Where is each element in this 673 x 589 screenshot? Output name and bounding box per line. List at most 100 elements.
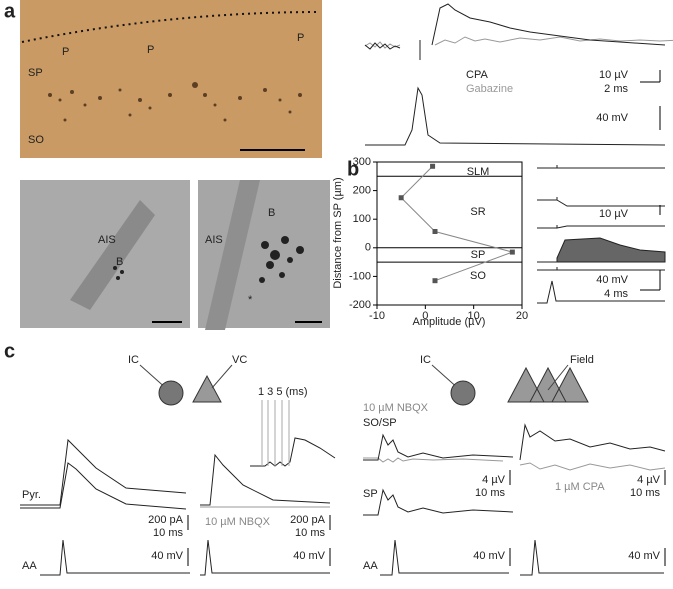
scale-label: 2 ms — [604, 83, 628, 95]
trace — [519, 462, 666, 471]
electrode-label: IC — [128, 354, 139, 366]
action-potential — [365, 86, 666, 146]
trace — [363, 488, 514, 516]
condition-label: 10 µM NBQX — [363, 402, 429, 414]
y-tick-label: -100 — [349, 270, 371, 282]
condition-label: 1 µM CPA — [555, 481, 605, 493]
action-potential — [40, 539, 190, 576]
scale-label: 40 mV — [628, 550, 660, 562]
scale-label: 10 ms — [153, 527, 183, 539]
panel-label: c — [4, 340, 15, 362]
x-tick-label: -10 — [369, 310, 385, 322]
photo-label: P — [62, 46, 69, 58]
em-label: AIS — [98, 234, 116, 246]
condition-label: 10 µM NBQX — [205, 516, 271, 528]
trace — [519, 423, 666, 461]
y-tick-label: 300 — [353, 156, 371, 168]
action-potential — [380, 539, 509, 576]
axon-segment — [205, 180, 260, 330]
cells — [507, 366, 589, 403]
y-axis-label: Distance from SP (µm) — [332, 177, 344, 288]
electrode-label: Field — [570, 354, 594, 366]
data-point — [430, 163, 436, 169]
profile-line — [400, 165, 514, 282]
inset-markers — [261, 400, 290, 466]
trace — [363, 433, 514, 461]
cell — [192, 374, 222, 403]
row-label: AA — [22, 560, 37, 572]
photo-label: SP — [28, 67, 43, 79]
region-label: SO — [470, 270, 486, 282]
scale-label: 4 µV — [482, 474, 506, 486]
electrode-label: IC — [420, 354, 431, 366]
scale-label: 10 µV — [599, 208, 629, 220]
trace — [363, 457, 504, 463]
electrode-label: VC — [232, 354, 247, 366]
scale-label: 4 ms — [604, 288, 628, 300]
light-micrograph — [20, 0, 322, 158]
region-label: SLM — [467, 166, 490, 178]
x-axis-label: Amplitude (µV) — [413, 316, 486, 328]
em-label: * — [248, 294, 253, 306]
x-tick-label: 10 — [468, 310, 480, 322]
scale-label: 200 pA — [148, 514, 184, 526]
photo-label: P — [297, 32, 304, 44]
inset-label: 1 3 5 (ms) — [258, 386, 308, 398]
cell — [158, 380, 184, 406]
x-tick-label: 0 — [422, 310, 428, 322]
panel-label: a — [4, 0, 16, 22]
scale-label: 10 µV — [599, 69, 629, 81]
scale-label: 40 mV — [473, 550, 505, 562]
trace — [364, 3, 666, 60]
x-tick-label: 20 — [516, 310, 528, 322]
trace — [200, 453, 331, 506]
data-point — [432, 278, 438, 284]
stained-puncta — [48, 82, 302, 122]
legend-entry: Gabazine — [466, 83, 513, 95]
cell — [450, 380, 476, 406]
electrode — [547, 364, 569, 391]
axon-segment — [70, 200, 155, 310]
data-point — [398, 195, 404, 201]
scale-label: 40 mV — [596, 112, 628, 124]
dotted-border — [21, 11, 321, 43]
y-tick-label: 100 — [353, 213, 371, 225]
trace — [20, 462, 187, 510]
scale-label: 10 ms — [630, 487, 660, 499]
em-label: B — [116, 256, 123, 268]
legend-entry: CPA — [466, 69, 488, 81]
scale-label: 200 pA — [290, 514, 326, 526]
region-label: SR — [470, 206, 485, 218]
inset-trace — [250, 437, 336, 467]
trace-label: AA — [363, 560, 378, 572]
scale-label: 40 mV — [151, 550, 183, 562]
row-label: Pyr. — [22, 489, 41, 501]
chart: Amplitude (µV) Distance from SP (µm) -20… — [332, 156, 528, 328]
action-potential — [520, 539, 664, 576]
data-point — [509, 249, 515, 255]
trace-label: SP — [363, 488, 378, 500]
vesicles — [113, 236, 304, 283]
field-traces — [537, 165, 666, 304]
trace — [20, 438, 187, 506]
panel-label: b — [347, 158, 359, 180]
scale-label: 4 µV — [637, 474, 661, 486]
action-potential — [200, 539, 330, 576]
trace-label: SO/SP — [363, 417, 397, 429]
y-tick-label: -200 — [349, 299, 371, 311]
scale-label: 40 mV — [596, 274, 628, 286]
scale-label: 10 ms — [475, 487, 505, 499]
electrode — [211, 364, 233, 389]
scale-label: 10 ms — [295, 527, 325, 539]
y-tick-label: 200 — [353, 185, 371, 197]
scale-label: 40 mV — [293, 550, 325, 562]
region-label: SP — [471, 249, 486, 261]
plot-frame — [376, 161, 523, 306]
data-point — [432, 228, 438, 234]
photo-label: SO — [28, 134, 44, 146]
photo-label: P — [147, 44, 154, 56]
em-label: B — [268, 207, 275, 219]
y-tick-label: 0 — [365, 242, 371, 254]
em-label: AIS — [205, 234, 223, 246]
